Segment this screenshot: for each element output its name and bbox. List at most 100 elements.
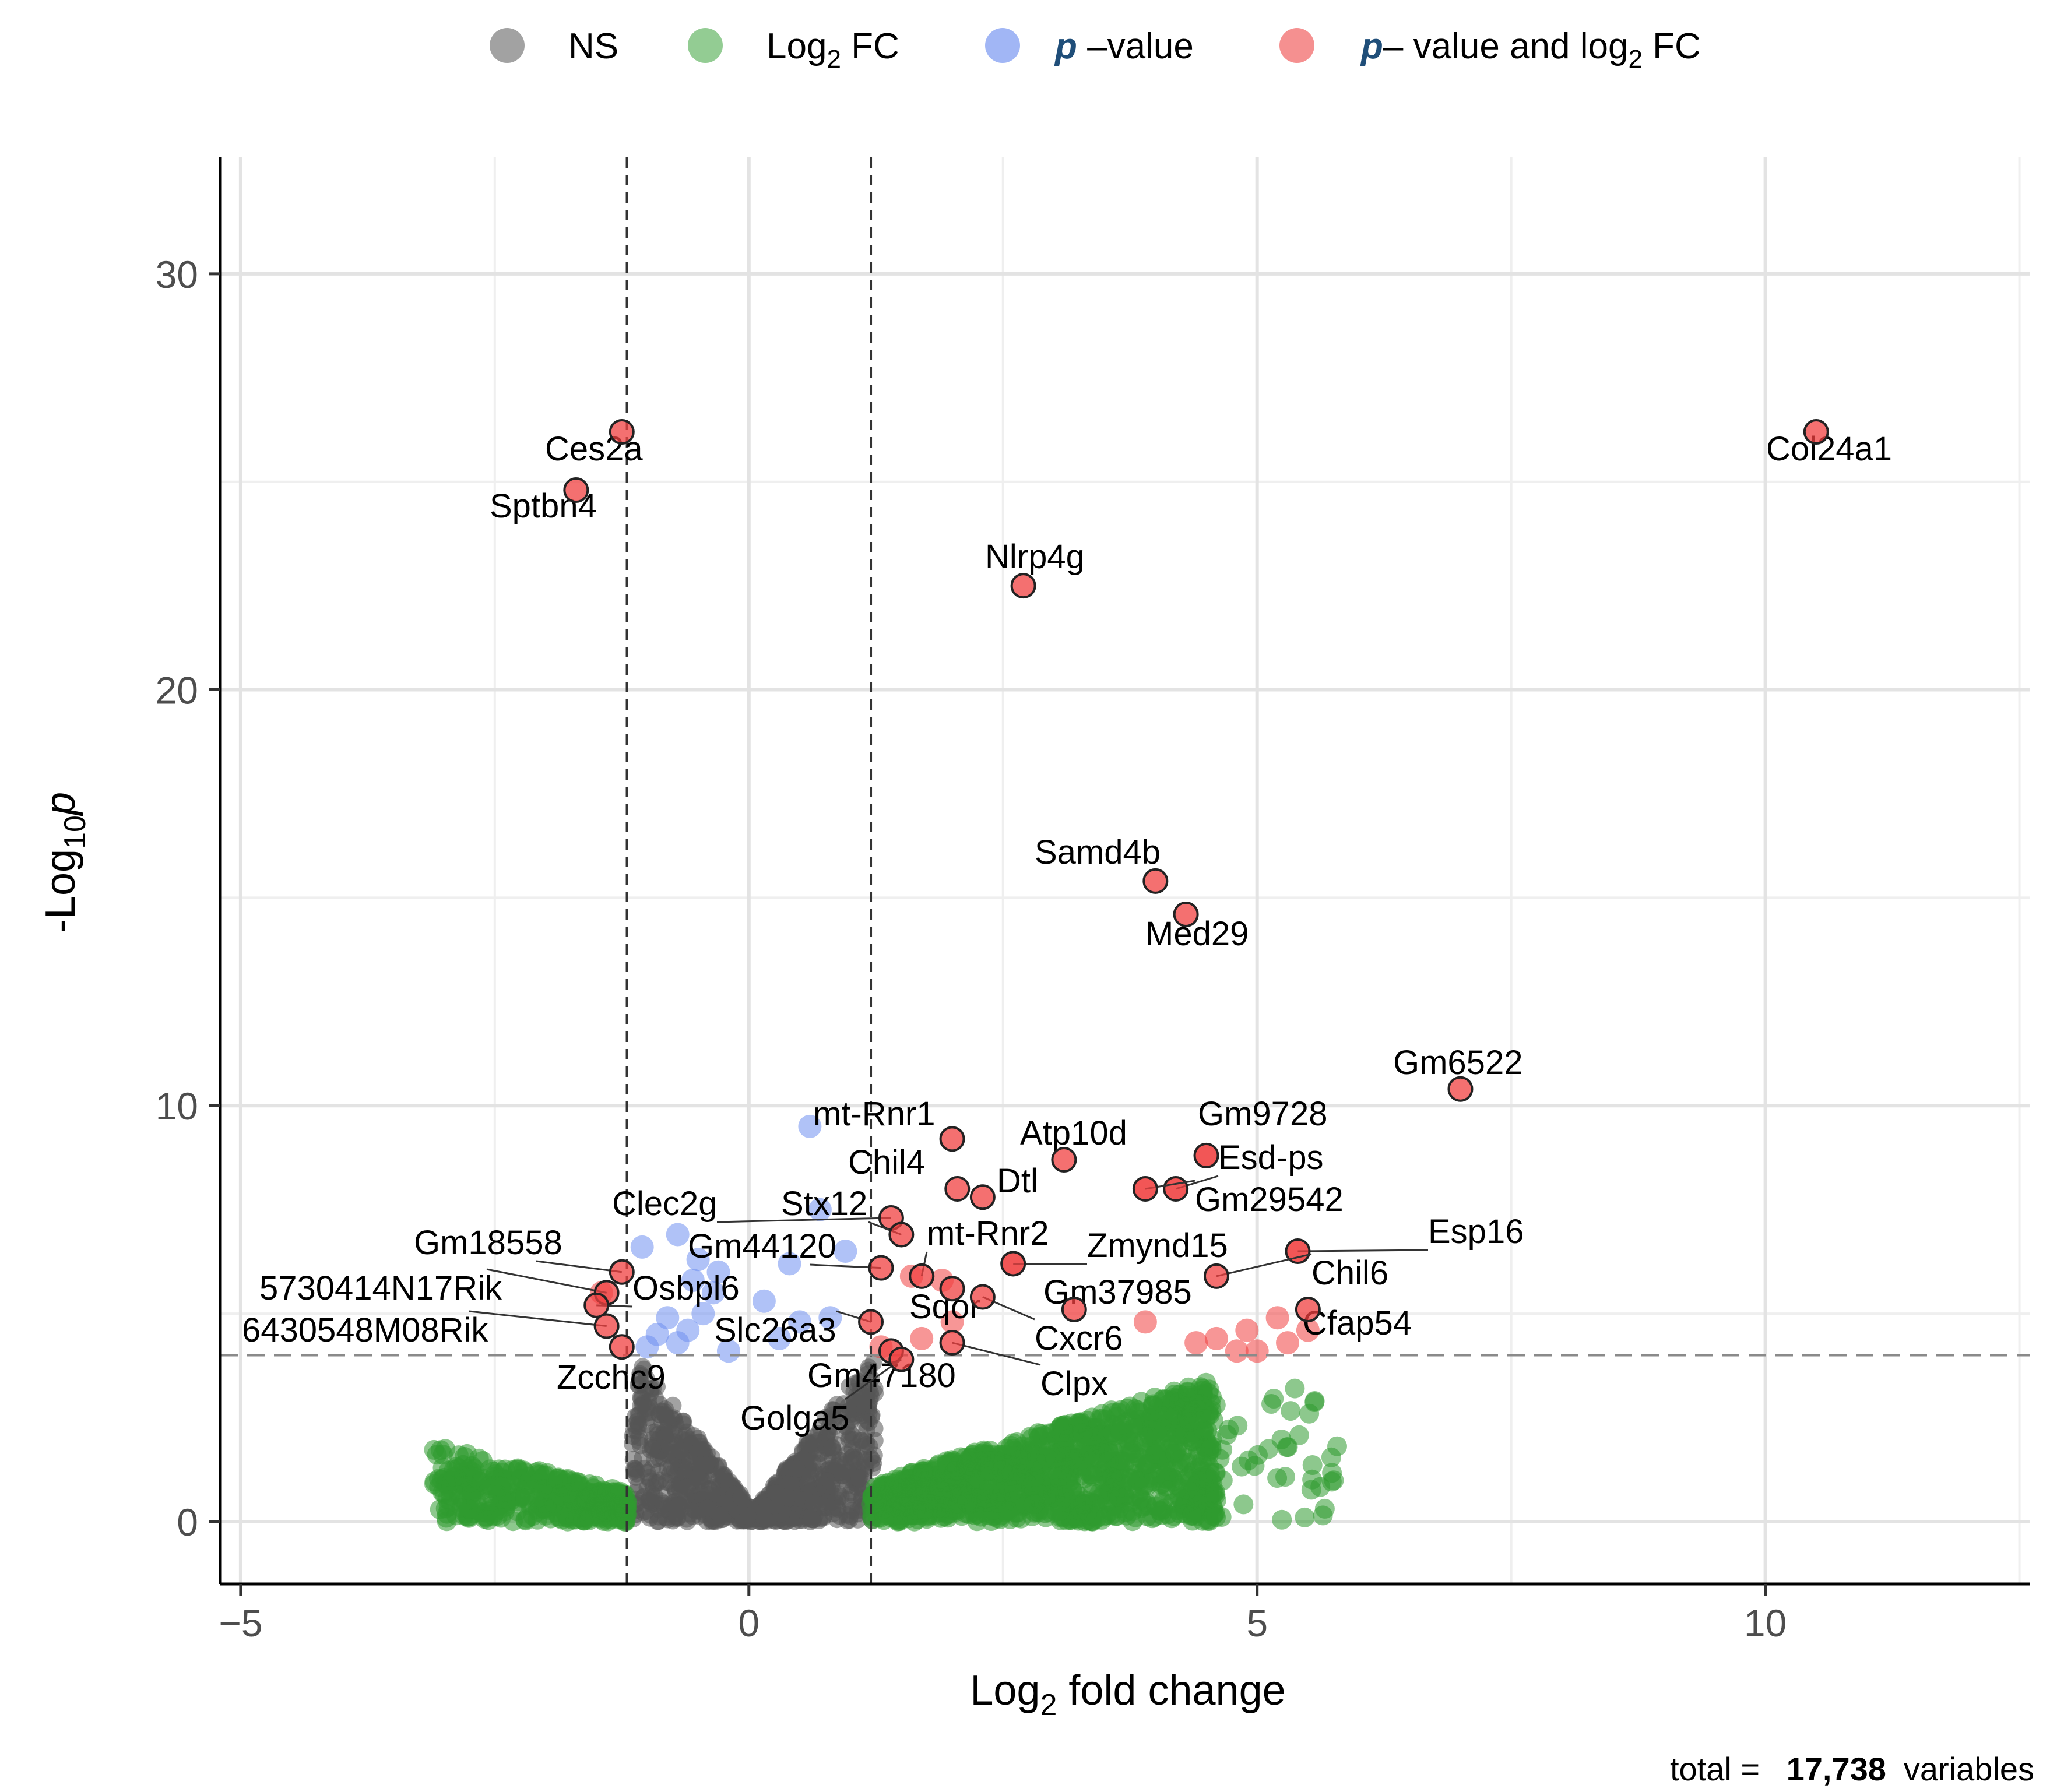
gene-point <box>1203 1263 1229 1289</box>
point-fc <box>561 1502 581 1523</box>
gene-label: Chil6 <box>1311 1254 1388 1292</box>
point-fc <box>465 1467 486 1487</box>
legend-fc-swatch <box>688 28 723 63</box>
gene-label: Nlrp4g <box>985 538 1085 576</box>
point-ns <box>712 1511 730 1529</box>
point-fc <box>491 1508 511 1528</box>
point-ns <box>635 1360 653 1378</box>
point-fc <box>1182 1490 1202 1511</box>
x-axis-title: Log2 fold change <box>970 1667 1285 1722</box>
gene-label: Clec2g <box>612 1185 718 1223</box>
point-fc <box>535 1466 555 1486</box>
legend-fc-label: Log2 FC <box>766 26 899 73</box>
point-ns <box>655 1494 673 1512</box>
gene-label: mt-Rnr1 <box>813 1095 935 1133</box>
point-ns <box>655 1403 673 1421</box>
gene-label: Osbpl6 <box>632 1269 740 1307</box>
point-fc <box>616 1510 636 1530</box>
point-fc <box>981 1511 1001 1531</box>
gene-point <box>593 1313 620 1339</box>
gene-point <box>1173 901 1199 927</box>
point-pfc <box>1133 1310 1157 1334</box>
point-fc <box>1052 1418 1073 1438</box>
gene-point <box>1193 1142 1219 1168</box>
point-ns <box>850 1469 868 1487</box>
point-p <box>778 1252 801 1276</box>
point-pfc <box>1235 1318 1259 1342</box>
point-ns <box>660 1425 678 1443</box>
point-fc <box>993 1456 1014 1476</box>
point-p <box>666 1223 690 1247</box>
gene-point <box>1803 419 1829 445</box>
point-fc <box>1008 1468 1029 1488</box>
point-fc <box>473 1451 493 1471</box>
point-fc <box>1217 1425 1237 1445</box>
point-ns <box>739 1507 757 1525</box>
gene-point <box>969 1184 996 1210</box>
gene-point <box>1285 1238 1311 1265</box>
point-p <box>834 1240 857 1263</box>
point-ns <box>839 1398 857 1416</box>
total-caption-count: 17,738 <box>1787 1751 1886 1787</box>
gene-label: Gm29542 <box>1195 1181 1344 1219</box>
gene-label: Cfap54 <box>1303 1304 1412 1342</box>
gene-label: Slc26a3 <box>714 1311 836 1349</box>
point-ns <box>638 1399 656 1417</box>
legend-p-label: p –value <box>1054 26 1194 66</box>
axes: −5 0 5 10 0 10 20 30 <box>156 157 2030 1645</box>
gene-point <box>1447 1076 1474 1102</box>
gene-point <box>1295 1296 1321 1322</box>
point-fc <box>918 1466 938 1487</box>
point-fc <box>1081 1445 1102 1464</box>
point-p <box>686 1248 710 1272</box>
gene-point <box>939 1330 965 1356</box>
gene-point <box>909 1263 935 1289</box>
point-fc <box>1162 1508 1182 1529</box>
point-fc <box>451 1498 472 1518</box>
point-ns <box>804 1494 822 1512</box>
y-tick-label: 10 <box>156 1085 198 1128</box>
y-axis-title: -Log10p <box>37 792 92 933</box>
point-ns <box>626 1416 644 1434</box>
legend-ns-label: NS <box>568 26 618 66</box>
gene-connector <box>469 1310 607 1327</box>
point-ns <box>766 1497 784 1515</box>
gene-label: Gm44120 <box>688 1227 836 1265</box>
total-caption-suffix: variables <box>1904 1751 2034 1787</box>
point-pfc <box>910 1326 934 1350</box>
point-p <box>808 1198 832 1221</box>
legend-pfc-label: p– value and log2 FC <box>1360 26 1701 73</box>
point-fc <box>1275 1467 1295 1487</box>
point-ns <box>628 1464 646 1483</box>
point-fc <box>1050 1501 1070 1521</box>
gene-point <box>609 1334 635 1360</box>
point-fc <box>1302 1455 1323 1475</box>
gene-point <box>1010 573 1036 599</box>
point-ns <box>732 1488 750 1506</box>
gene-label: Esd-ps <box>1218 1139 1324 1177</box>
point-fc <box>1110 1421 1131 1442</box>
gene-label: Med29 <box>1145 915 1249 953</box>
gene-label: 5730414N17Rik <box>259 1269 502 1307</box>
point-fc <box>1014 1494 1035 1514</box>
point-fc <box>1047 1470 1067 1490</box>
total-caption: total = 17,738 variables <box>1670 1751 2034 1787</box>
point-fc <box>998 1501 1018 1522</box>
point-fc <box>1248 1445 1268 1465</box>
point-fc <box>1206 1507 1226 1527</box>
legend-pfc-swatch <box>1279 28 1314 63</box>
gene-label: Chil4 <box>848 1143 925 1181</box>
point-fc <box>1089 1488 1110 1509</box>
point-ns <box>669 1501 687 1519</box>
point-ns <box>824 1438 842 1456</box>
point-fc <box>1170 1449 1190 1470</box>
point-ns <box>642 1441 660 1459</box>
point-fc <box>951 1480 972 1500</box>
point-p <box>691 1302 715 1326</box>
point-fc <box>1313 1505 1333 1526</box>
gene-point <box>944 1175 971 1202</box>
point-pfc <box>1184 1331 1208 1355</box>
gene-point <box>969 1284 996 1310</box>
point-fc <box>1272 1509 1292 1530</box>
point-p <box>656 1306 680 1330</box>
